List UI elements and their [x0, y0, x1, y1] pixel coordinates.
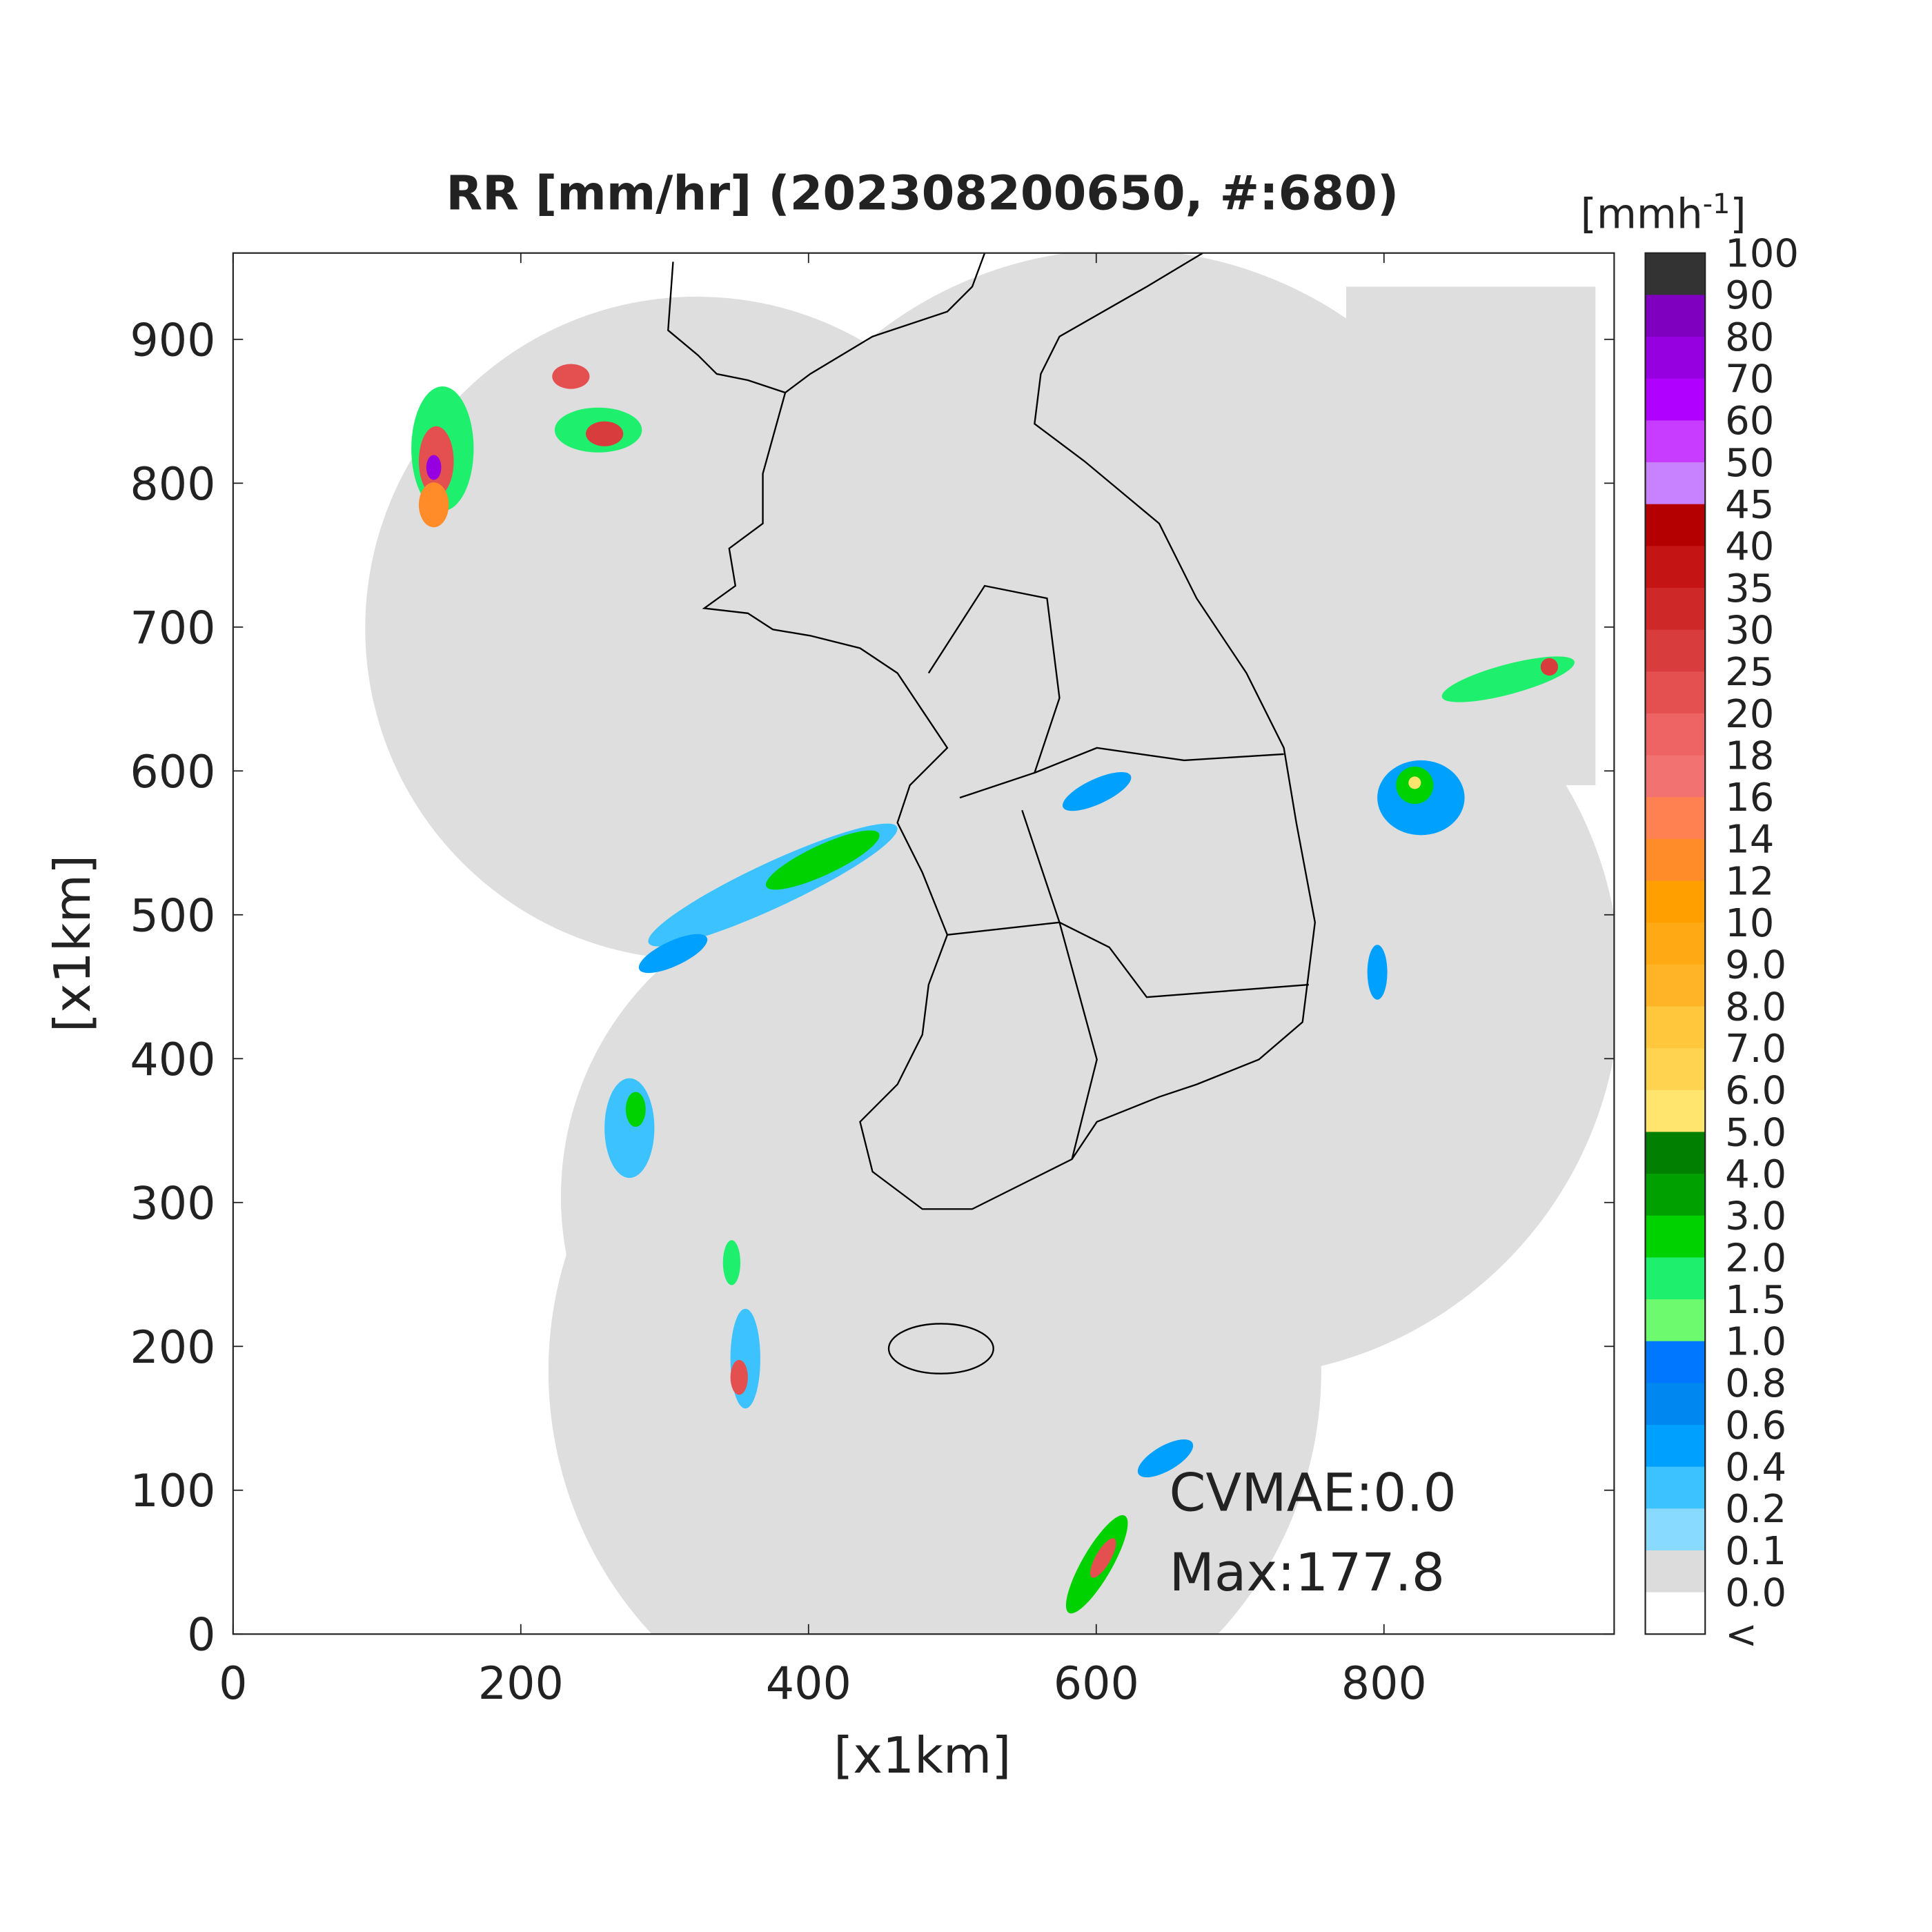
- colorbar-segment: [1645, 1048, 1706, 1091]
- colorbar-segment: [1645, 546, 1706, 589]
- colorbar-label: 5.0: [1725, 1110, 1786, 1155]
- y-tick-label: 800: [130, 459, 215, 511]
- colorbar-segment: [1645, 713, 1706, 756]
- colorbar-label: 80: [1725, 315, 1774, 360]
- x-tick-label: 200: [478, 1658, 564, 1710]
- colorbar-label: 9.0: [1725, 943, 1786, 988]
- chart-title: RR [mm/hr] (202308200650, #:680): [446, 166, 1399, 221]
- colorbar-segment: [1645, 1174, 1706, 1216]
- colorbar-label: 4.0: [1725, 1152, 1786, 1197]
- y-tick-label: 300: [130, 1178, 215, 1230]
- colorbar-label: 14: [1725, 818, 1774, 862]
- colorbar-label: 25: [1725, 650, 1774, 695]
- colorbar-segment: [1645, 420, 1706, 463]
- colorbar-segment: [1645, 1257, 1706, 1300]
- colorbar-label: 35: [1725, 566, 1774, 611]
- colorbar-segment: [1645, 1508, 1706, 1551]
- colorbar-segment: [1645, 923, 1706, 965]
- colorbar-frame: [1644, 252, 1706, 1635]
- y-tick-label: 900: [130, 315, 215, 366]
- colorbar-segment: [1645, 295, 1706, 337]
- colorbar-label: 0.2: [1725, 1487, 1786, 1532]
- colorbar-segment: [1645, 1132, 1706, 1174]
- colorbar-segment: [1645, 504, 1706, 546]
- colorbar-segment: [1645, 1383, 1706, 1426]
- y-tick-label: 500: [130, 890, 215, 942]
- colorbar-segment: [1645, 378, 1706, 421]
- colorbar-label: 45: [1725, 482, 1774, 527]
- colorbar-segment: [1645, 587, 1706, 631]
- x-axis-label: [x1km]: [834, 1727, 1011, 1785]
- colorbar-label: <: [1725, 1613, 1757, 1657]
- y-tick-label: 600: [130, 747, 215, 798]
- y-tick-label: 100: [130, 1466, 215, 1517]
- colorbar-label: 70: [1725, 357, 1774, 402]
- y-axis-label: [x1km]: [44, 855, 102, 1032]
- colorbar-segment: [1645, 253, 1706, 295]
- unit-text: ]: [1730, 191, 1746, 239]
- y-tick-label: 700: [130, 602, 215, 654]
- colorbar-label: 0.4: [1725, 1446, 1786, 1490]
- unit-exponent: -1: [1703, 188, 1731, 220]
- colorbar-label: 0.1: [1725, 1529, 1786, 1574]
- colorbar-segment: [1645, 671, 1706, 714]
- colorbar-label: 1.0: [1725, 1320, 1786, 1365]
- colorbar-label: 7.0: [1725, 1027, 1786, 1072]
- y-tick-label: 0: [187, 1610, 215, 1662]
- colorbar-label: 6.0: [1725, 1069, 1786, 1114]
- colorbar-label: 0.6: [1725, 1403, 1786, 1448]
- colorbar-label: 10: [1725, 901, 1774, 946]
- colorbar-segment: [1645, 1550, 1706, 1593]
- radar-coverage: [365, 253, 1615, 1635]
- colorbar-segment: [1645, 337, 1706, 379]
- colorbar-label: 12: [1725, 859, 1774, 904]
- colorbar-label: 60: [1725, 399, 1774, 444]
- x-tick-label: 800: [1341, 1658, 1427, 1710]
- colorbar-label: 3.0: [1725, 1194, 1786, 1239]
- plot-frame: [232, 252, 1615, 1635]
- colorbar-label: 8.0: [1725, 985, 1786, 1029]
- colorbar-segment: [1645, 462, 1706, 505]
- colorbar-segment: [1645, 755, 1706, 798]
- colorbar-segment: [1645, 629, 1706, 672]
- unit-text: [mmh: [1581, 191, 1703, 239]
- x-tick-label: 0: [219, 1658, 247, 1710]
- colorbar-label: 0.0: [1725, 1570, 1786, 1615]
- annotation: CVMAE:0.0: [1169, 1462, 1456, 1523]
- colorbar-label: 90: [1725, 273, 1774, 318]
- y-tick-label: 400: [130, 1034, 215, 1086]
- colorbar-segment: [1645, 797, 1706, 840]
- colorbar-segment: [1645, 1006, 1706, 1049]
- colorbar-segment: [1645, 1592, 1706, 1635]
- colorbar-segment: [1645, 1466, 1706, 1509]
- colorbar-unit: [mmh-1]: [1581, 188, 1746, 239]
- colorbar-label: 30: [1725, 608, 1774, 653]
- colorbar-label: 100: [1725, 232, 1799, 277]
- colorbar-label: 0.8: [1725, 1361, 1786, 1406]
- colorbar-label: 18: [1725, 733, 1774, 778]
- colorbar-segment: [1645, 964, 1706, 1007]
- colorbar-label: 20: [1725, 692, 1774, 737]
- colorbar-segment: [1645, 1090, 1706, 1132]
- colorbar-label: 1.5: [1725, 1278, 1786, 1323]
- colorbar-segment: [1645, 1299, 1706, 1342]
- colorbar-segment: [1645, 838, 1706, 882]
- x-tick-label: 400: [766, 1658, 851, 1710]
- colorbar-segment: [1645, 1424, 1706, 1468]
- coastline: [667, 253, 1316, 1374]
- annotation: Max:177.8: [1169, 1542, 1445, 1603]
- colorbar-segment: [1645, 1341, 1706, 1383]
- colorbar-label: 16: [1725, 776, 1774, 820]
- colorbar-segment: [1645, 880, 1706, 923]
- colorbar-segment: [1645, 1215, 1706, 1258]
- y-tick-label: 200: [130, 1322, 215, 1374]
- colorbar-label: 40: [1725, 524, 1774, 569]
- rain-echoes: [411, 364, 1575, 1614]
- x-tick-label: 600: [1054, 1658, 1139, 1710]
- colorbar-label: 50: [1725, 441, 1774, 486]
- colorbar-label: 2.0: [1725, 1236, 1786, 1281]
